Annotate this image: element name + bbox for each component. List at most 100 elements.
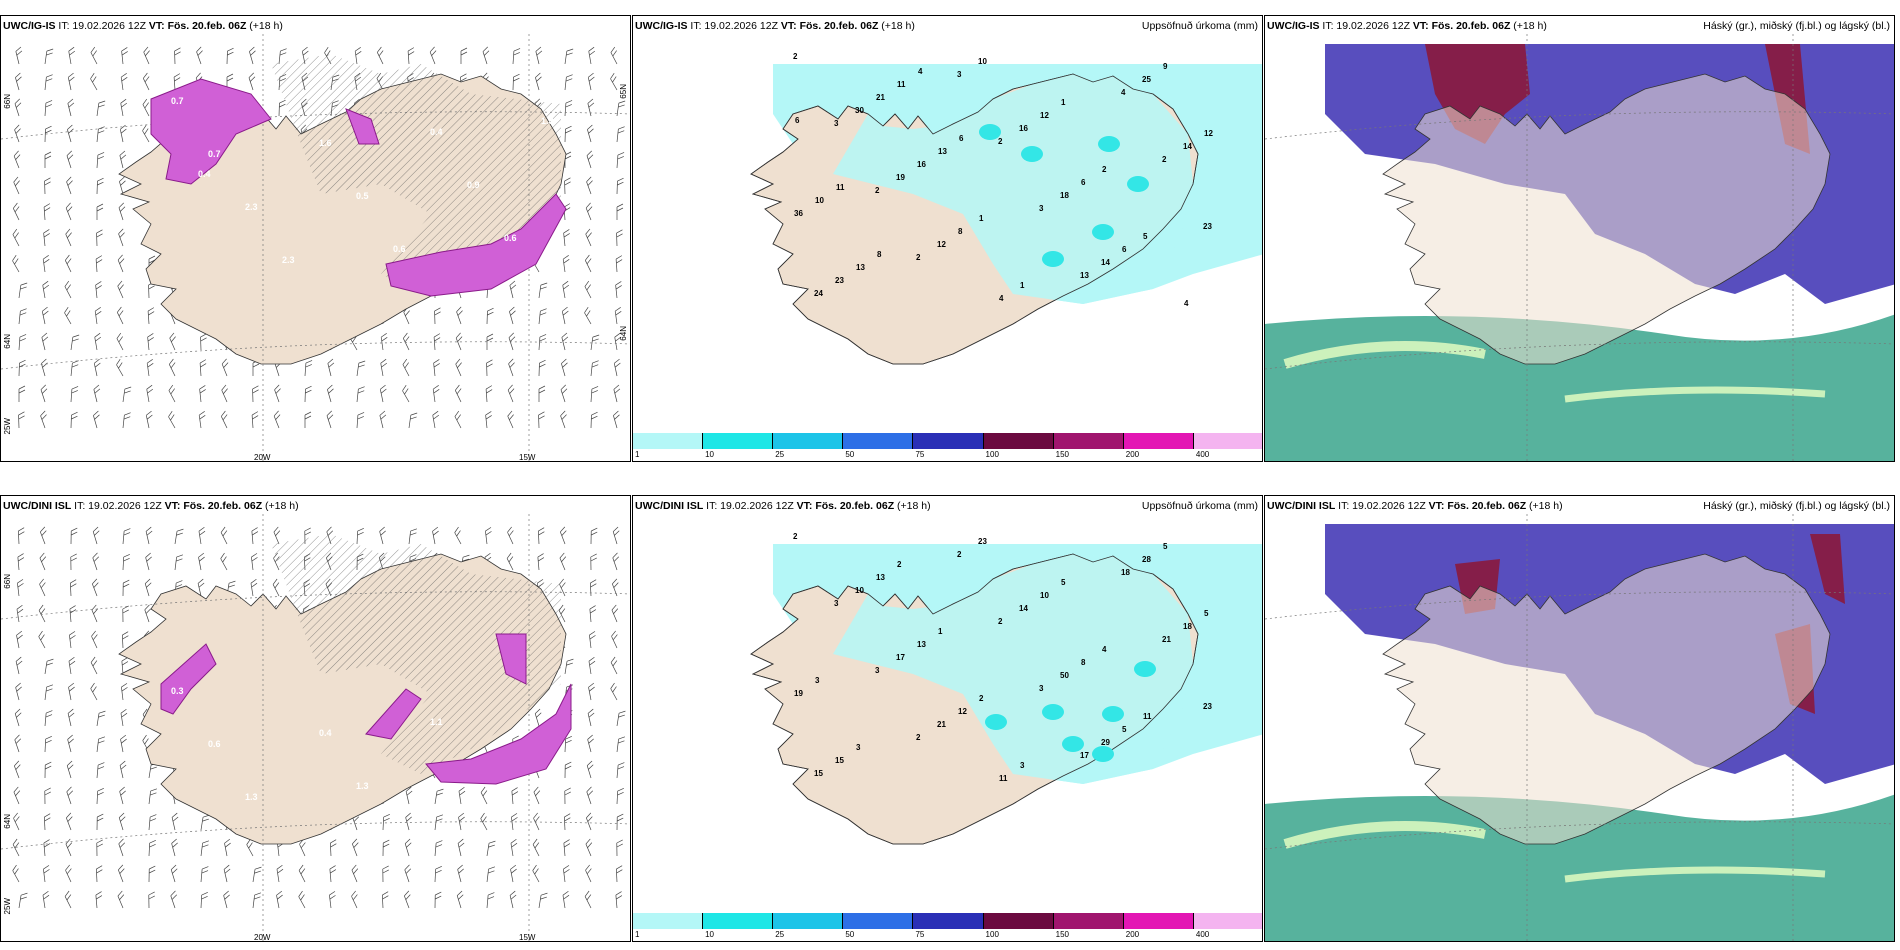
wind-barb-flag xyxy=(587,124,593,130)
wind-barb-flag xyxy=(302,46,308,52)
colorbar-tick-label: 10 xyxy=(705,930,715,939)
wind-barb-staff xyxy=(584,286,592,299)
precip-value-label: 1.1 xyxy=(430,717,443,727)
wind-barb-flag xyxy=(405,786,412,792)
wind-barb-staff xyxy=(148,765,152,779)
wind-barb-staff xyxy=(351,896,358,909)
wind-barb xyxy=(381,891,389,909)
wind-barb xyxy=(68,46,76,65)
iceland-coastline xyxy=(1382,73,1831,365)
precip-value-label: 5 xyxy=(1122,725,1127,734)
wind-barb-flag xyxy=(458,868,464,874)
wind-barb-staff xyxy=(533,791,540,805)
wind-barb-flag xyxy=(68,764,74,770)
wind-barb-flag xyxy=(45,736,52,740)
wind-barb-flag xyxy=(563,869,570,874)
wind-barb xyxy=(616,736,626,753)
wind-barb-flag xyxy=(617,766,625,770)
latitude-line xyxy=(1,821,630,850)
wind-barb-flag xyxy=(147,307,155,312)
latitude-line xyxy=(1265,591,1894,620)
wind-barb-flag xyxy=(480,786,486,793)
wind-barb xyxy=(408,412,418,429)
wind-barb xyxy=(482,46,490,65)
wind-barb-staff xyxy=(41,337,46,351)
wind-barb-staff xyxy=(350,338,358,351)
wind-barb xyxy=(44,658,54,675)
wind-barb-flag xyxy=(202,866,209,870)
precip-blob xyxy=(425,683,572,785)
wind-barb xyxy=(70,334,80,351)
wind-barb xyxy=(535,46,543,65)
wind-barb-flag xyxy=(587,708,594,714)
wind-barb-flag xyxy=(456,414,461,421)
wind-barb xyxy=(510,864,517,883)
wind-barb-flag xyxy=(274,582,280,589)
wind-barb-staff xyxy=(585,233,592,247)
wind-barb-staff xyxy=(507,532,514,545)
precip-value-label: 18 xyxy=(1060,191,1069,200)
wind-barb xyxy=(614,307,622,325)
wind-barb xyxy=(17,553,25,571)
wind-barb-flag xyxy=(69,631,76,636)
wind-barb-flag xyxy=(383,818,390,822)
wind-barb-staff xyxy=(65,233,72,247)
wind-barb-staff xyxy=(118,817,124,831)
wind-barb-staff xyxy=(65,870,72,883)
wind-barb xyxy=(93,358,101,377)
map-layer: 2332223171821231510172123145029281819151… xyxy=(750,532,1262,845)
wind-barb-flag xyxy=(94,530,100,536)
wind-barb-flag xyxy=(119,232,125,238)
wind-barb xyxy=(174,47,181,65)
wind-barb-staff xyxy=(587,739,592,753)
wind-barb-staff xyxy=(562,259,566,273)
wind-barb-staff xyxy=(121,661,124,675)
wind-barb-staff xyxy=(433,337,436,351)
wind-barb-flag xyxy=(223,388,228,395)
wind-barb-flag xyxy=(618,714,625,718)
wind-barb-flag xyxy=(90,46,96,53)
map-layer: 2322323134223243019121016181425143623211… xyxy=(750,52,1262,365)
wind-barb xyxy=(171,838,178,857)
map-layer: 0.70.72.32.31.60.50.60.40.90.61.30.4 xyxy=(1,34,630,461)
wind-barb-flag xyxy=(96,895,103,900)
wind-barb-flag xyxy=(119,258,125,264)
wind-barb-staff xyxy=(41,363,46,377)
wind-barb xyxy=(560,384,568,403)
wind-barb-staff xyxy=(612,583,618,597)
wind-barb xyxy=(356,360,366,377)
wind-barb-staff xyxy=(587,129,592,143)
colorbar: 1 10 25 50 75 100 150 200 400 xyxy=(633,913,1262,941)
wind-barb-flag xyxy=(170,864,177,870)
wind-barb-flag xyxy=(457,310,463,316)
wind-barb-flag xyxy=(406,842,412,848)
precip-value-label: 5 xyxy=(1163,542,1168,551)
wind-barb xyxy=(121,657,129,675)
wind-barb xyxy=(148,891,155,909)
wind-barb xyxy=(93,384,101,403)
wind-barb-flag xyxy=(250,50,256,56)
precip-value-label: 5 xyxy=(1061,578,1066,587)
panel-header: UWC/IG-IS IT: 19.02.2026 12Z VT: Fös. 20… xyxy=(3,20,283,32)
wind-barb-flag xyxy=(329,895,336,900)
wind-barb-staff xyxy=(93,415,98,429)
wind-barb-flag xyxy=(458,812,465,818)
wind-barb xyxy=(66,786,74,805)
wind-barb-flag xyxy=(98,104,105,108)
wind-barb-flag xyxy=(380,358,387,364)
wind-barb-flag xyxy=(66,868,72,875)
wind-barb xyxy=(533,786,541,805)
wind-barb xyxy=(40,384,48,403)
wind-barb-staff xyxy=(587,713,592,727)
wind-barb xyxy=(616,839,623,857)
wind-barb-staff xyxy=(122,556,125,571)
wind-barb-flag xyxy=(508,332,515,338)
wind-barb-flag xyxy=(68,102,75,108)
wind-barb xyxy=(486,866,496,883)
wind-barb-staff xyxy=(96,713,100,727)
wind-barb xyxy=(588,656,596,675)
wind-barb-flag xyxy=(199,414,206,420)
wind-barb-flag xyxy=(14,98,21,104)
wind-barb-flag xyxy=(119,894,125,900)
precip-over-land xyxy=(833,74,1193,304)
